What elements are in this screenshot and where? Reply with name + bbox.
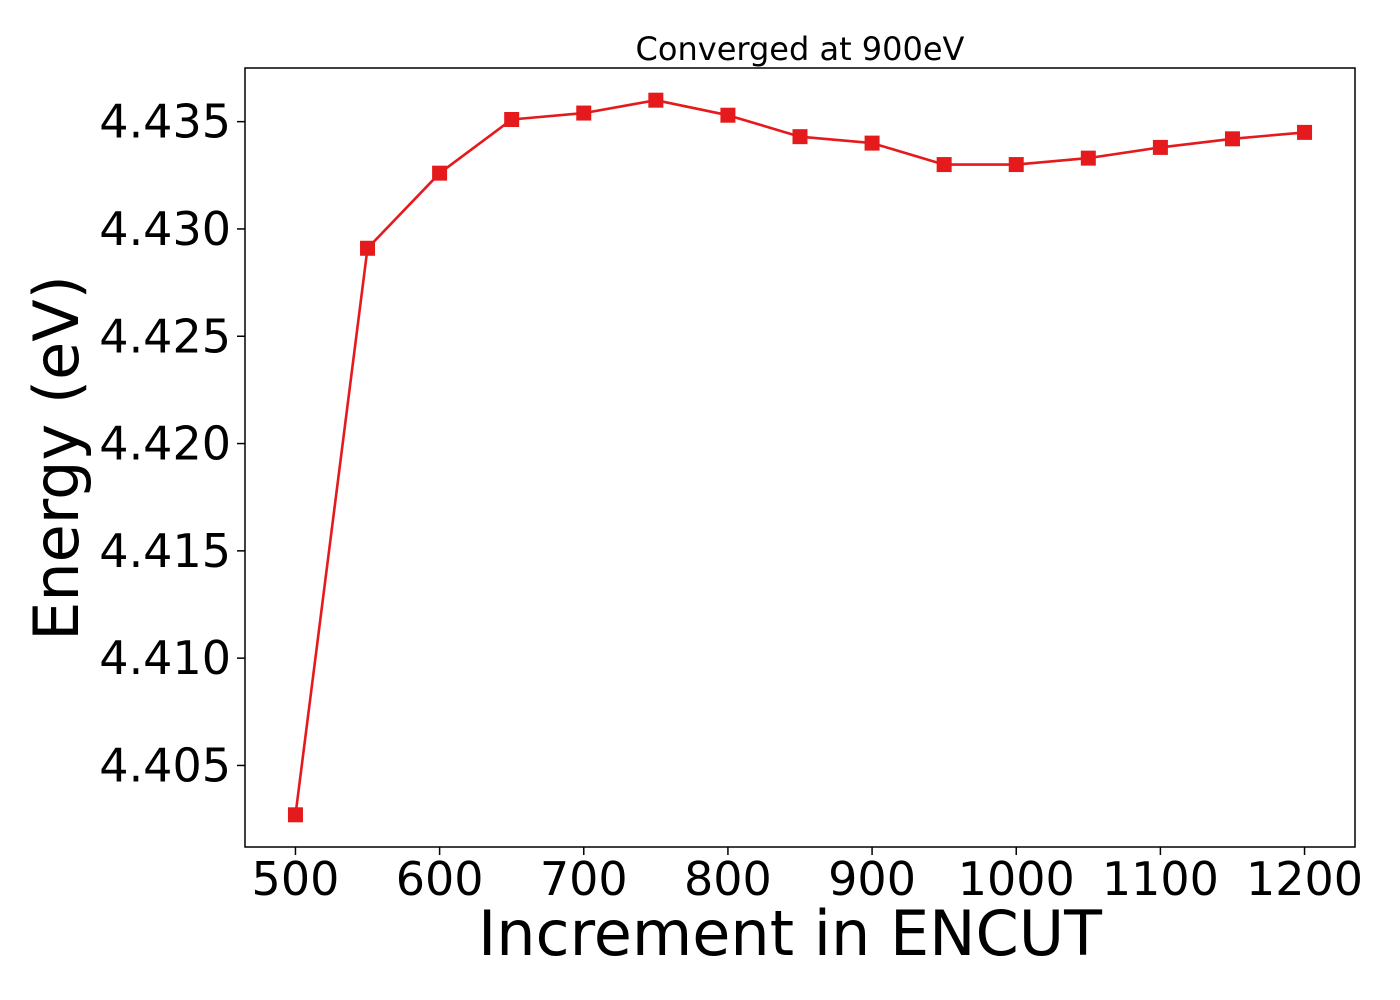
- data-point: [432, 165, 448, 181]
- x-axis: 500 600 700 800 900 1000 1100 1200: [252, 847, 1363, 906]
- y-tick-label: 4.430: [99, 202, 231, 256]
- x-tick-label: 500: [252, 852, 340, 906]
- x-axis-label: Increment in ENCUT: [478, 897, 1103, 970]
- data-point: [1008, 157, 1024, 173]
- data-point: [720, 107, 736, 123]
- x-tick-label: 700: [540, 852, 628, 906]
- chart-title: Converged at 900eV: [636, 30, 965, 68]
- y-axis-label: Energy (eV): [20, 275, 93, 641]
- y-tick-label: 4.420: [99, 417, 231, 471]
- data-point: [864, 135, 880, 151]
- x-tick-label: 1000: [958, 852, 1075, 906]
- series-line: [294, 98, 1305, 815]
- x-tick-label: 800: [684, 852, 772, 906]
- data-point: [1297, 124, 1313, 140]
- data-point: [648, 92, 664, 108]
- plot-frame: [244, 67, 1356, 848]
- x-tick-label: 1100: [1102, 852, 1219, 906]
- data-point: [360, 240, 376, 256]
- data-point: [792, 129, 808, 145]
- data-point: [287, 807, 303, 823]
- plot-marks: [287, 92, 1313, 823]
- x-tick-label: 900: [828, 852, 916, 906]
- y-tick-label: 4.415: [99, 524, 231, 578]
- data-point: [1224, 131, 1240, 147]
- data-point: [576, 105, 592, 121]
- y-axis: 4.405 4.410 4.415 4.420 4.425 4.430 4.435: [99, 95, 245, 792]
- y-tick-label: 4.425: [99, 309, 231, 363]
- y-tick-label: 4.410: [99, 631, 231, 685]
- data-point: [1080, 150, 1096, 166]
- data-point: [936, 157, 952, 173]
- x-tick-label: 1200: [1246, 852, 1363, 906]
- data-point: [1152, 139, 1168, 155]
- y-tick-label: 4.435: [99, 95, 231, 149]
- data-point: [504, 112, 520, 128]
- x-tick-label: 600: [396, 852, 484, 906]
- y-tick-label: 4.405: [99, 738, 231, 792]
